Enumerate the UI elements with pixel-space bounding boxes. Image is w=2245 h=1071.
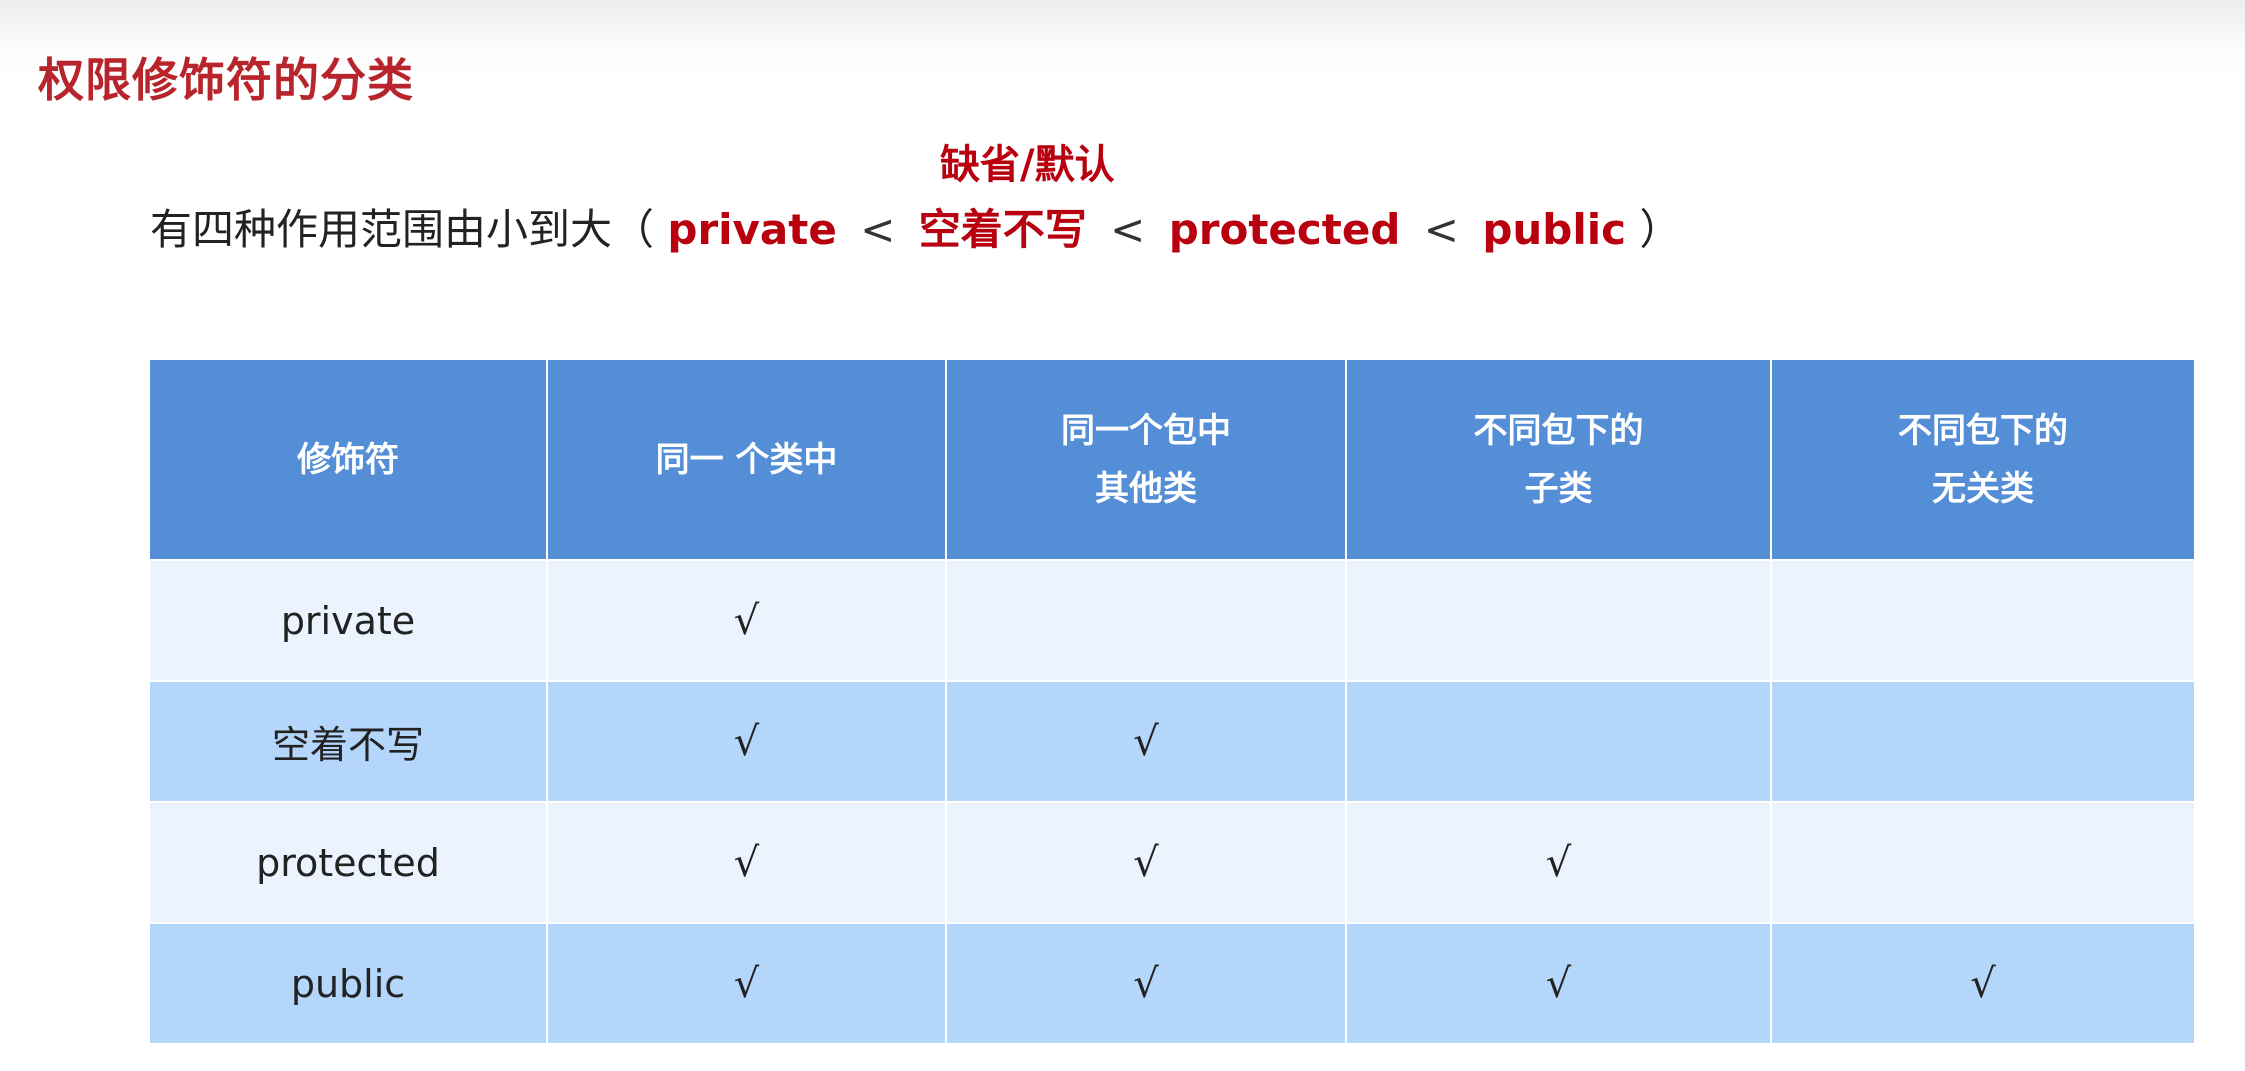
- less-than: <: [1110, 205, 1146, 254]
- access-modifier-table: 修饰符 同一 个类中 同一个包中 其他类 不同包下的 子类 不同包下的 无关类 private…: [148, 358, 2196, 1045]
- modifier-cell: private: [148, 559, 548, 682]
- scope-protected: protected: [1168, 205, 1401, 254]
- modifier-cell: public: [148, 922, 548, 1045]
- intro-suffix: ）: [1639, 205, 1682, 254]
- access-cell: √: [546, 922, 947, 1045]
- table-row: protected √ √ √: [148, 801, 2196, 924]
- access-cell: √: [546, 680, 947, 803]
- access-cell: [1345, 559, 1772, 682]
- column-header-line: 无关类: [1932, 468, 2034, 509]
- access-cell: [945, 559, 1347, 682]
- less-than: <: [1423, 205, 1459, 254]
- access-cell: √: [945, 801, 1347, 924]
- column-header: 修饰符: [148, 358, 548, 561]
- column-header-line: 不同包下的: [1473, 410, 1644, 451]
- page-title: 权限修饰符的分类: [38, 53, 414, 107]
- column-header: 同一个包中 其他类: [945, 358, 1347, 561]
- table-row: public √ √ √ √: [148, 922, 2196, 1045]
- column-header-line: 子类: [1524, 468, 1593, 509]
- scope-default: 空着不写: [918, 205, 1087, 254]
- scope-private: private: [667, 205, 837, 254]
- access-cell: [1770, 680, 2196, 803]
- column-header-line: 同一个包中: [1061, 410, 1231, 451]
- access-cell: √: [945, 922, 1347, 1045]
- access-cell: [1345, 680, 1772, 803]
- column-header: 同一 个类中: [546, 358, 947, 561]
- scope-public: public: [1482, 205, 1627, 254]
- table-row: 空着不写 √ √: [148, 680, 2196, 803]
- access-cell: √: [1770, 922, 2196, 1045]
- column-header-line: 不同包下的: [1898, 410, 2068, 451]
- access-cell: √: [546, 559, 947, 682]
- default-annotation: 缺省/默认: [940, 142, 1115, 188]
- column-header: 不同包下的 子类: [1345, 358, 1772, 561]
- table-header-row: 修饰符 同一 个类中 同一个包中 其他类 不同包下的 子类 不同包下的 无关类: [148, 358, 2196, 561]
- access-cell: [1770, 801, 2196, 924]
- column-header-line: 同一 个类中: [655, 439, 838, 480]
- access-cell: √: [1345, 801, 1772, 924]
- column-header-line: 修饰符: [297, 439, 399, 480]
- access-cell: [1770, 559, 2196, 682]
- intro-prefix: 有四种作用范围由小到大（: [150, 205, 655, 254]
- less-than: <: [860, 205, 896, 254]
- access-cell: √: [945, 680, 1347, 803]
- column-header-line: 其他类: [1095, 468, 1197, 509]
- modifier-cell: 空着不写: [148, 680, 548, 803]
- column-header: 不同包下的 无关类: [1770, 358, 2196, 561]
- table-row: private √: [148, 559, 2196, 682]
- access-cell: √: [546, 801, 947, 924]
- scope-order-line: 有四种作用范围由小到大（ private < 空着不写 < protected …: [150, 196, 1681, 257]
- access-cell: √: [1345, 922, 1772, 1045]
- modifier-cell: protected: [148, 801, 548, 924]
